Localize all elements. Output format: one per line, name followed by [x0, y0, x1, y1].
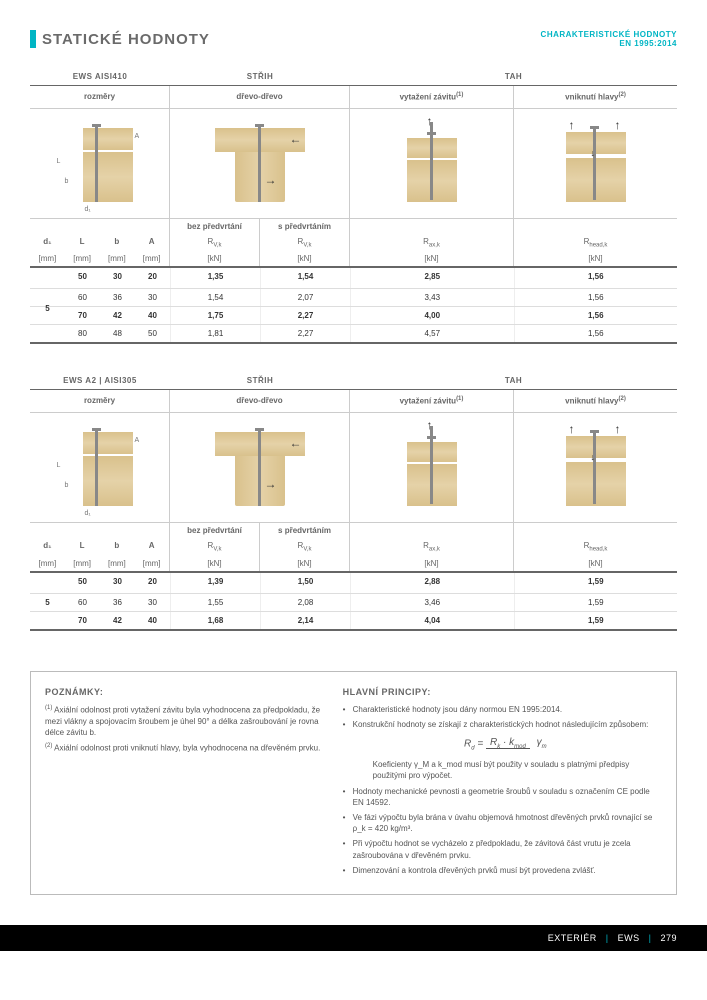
table-name: EWS A2 | AISI305 — [30, 372, 170, 389]
header-right: CHARAKTERISTICKÉ HODNOTY EN 1995:2014 — [541, 30, 677, 48]
principle-7: Dimenzování a kontrola dřevěných prvků m… — [343, 865, 662, 876]
page-footer: EXTERIÉR | EWS | 279 — [0, 925, 707, 951]
unit-row: [mm][mm][mm][mm][kN][kN][kN][kN] — [30, 556, 677, 573]
notes-left-heading: POZNÁMKY: — [45, 686, 323, 699]
diagram-shear: ←→ — [170, 109, 350, 218]
table-section: EWS AISI410STŘIHTAHrozměrydřevo-dřevovyt… — [30, 68, 677, 344]
diagram-shear: ←→ — [170, 413, 350, 522]
symbol-row: d₁LbARV,kRV,kRax,kRhead,k — [30, 538, 677, 556]
footer-sep-1: | — [606, 933, 609, 943]
diagram-pullout: ↑ — [350, 109, 514, 218]
principle-2: Konstrukční hodnoty se získají z charakt… — [343, 719, 662, 781]
cat-strih: STŘIH — [170, 372, 350, 389]
diagram-dims: Lbd₁A — [30, 109, 170, 218]
principles-list: Charakteristické hodnoty jsou dány normo… — [343, 704, 662, 876]
category-row: EWS A2 | AISI305STŘIHTAH — [30, 372, 677, 390]
table-name: EWS AISI410 — [30, 68, 170, 85]
data-row: 6036301,542,073,431,56 — [30, 289, 677, 307]
title-wrap: STATICKÉ HODNOTY — [30, 30, 210, 48]
cat-strih: STŘIH — [170, 68, 350, 85]
data-row: 6036301,552,083,461,59 — [30, 594, 677, 612]
cat-tah: TAH — [350, 68, 677, 85]
principle-1: Charakteristické hodnoty jsou dány normo… — [343, 704, 662, 715]
notes-left: POZNÁMKY: (1) Axiální odolnost proti vyt… — [45, 686, 323, 880]
diagram-row: Lbd₁A←→↑↑↑↓ — [30, 109, 677, 219]
subhead-row: bez předvrtánís předvrtáním — [30, 219, 677, 234]
footer-sep-2: | — [649, 933, 652, 943]
note-1: (1) Axiální odolnost proti vytažení závi… — [45, 704, 323, 738]
data-row: 55030201,391,502,881,59 — [30, 573, 677, 594]
data-row: 7042401,752,274,001,56 — [30, 307, 677, 325]
subhead-row: bez předvrtánís předvrtáním — [30, 523, 677, 538]
diagram-dims: Lbd₁A — [30, 413, 170, 522]
principle-5: Ve fázi výpočtu byla brána v úvahu objem… — [343, 812, 662, 834]
header-right-1: CHARAKTERISTICKÉ HODNOTY — [541, 30, 677, 39]
footer-page: 279 — [660, 933, 677, 943]
principle-4: Hodnoty mechanické pevnosti a geometrie … — [343, 786, 662, 808]
label-row: rozměrydřevo-dřevovytažení závitu(1)vnik… — [30, 86, 677, 109]
diagram-pullout: ↑ — [350, 413, 514, 522]
table-section: EWS A2 | AISI305STŘIHTAHrozměrydřevo-dře… — [30, 372, 677, 630]
data-row: 55030201,351,542,851,56 — [30, 268, 677, 289]
footer-b: EWS — [618, 933, 640, 943]
diagram-row: Lbd₁A←→↑↑↑↓ — [30, 413, 677, 523]
header-right-2: EN 1995:2014 — [541, 39, 677, 48]
data-row: 8048501,812,274,571,56 — [30, 325, 677, 344]
notes-right: HLAVNÍ PRINCIPY: Charakteristické hodnot… — [343, 686, 662, 880]
page: STATICKÉ HODNOTY CHARAKTERISTICKÉ HODNOT… — [0, 0, 707, 895]
page-header: STATICKÉ HODNOTY CHARAKTERISTICKÉ HODNOT… — [30, 30, 677, 48]
principle-6: Při výpočtu hodnot se vycházelo z předpo… — [343, 838, 662, 860]
page-title: STATICKÉ HODNOTY — [42, 31, 210, 48]
title-accent-bar — [30, 30, 36, 48]
diagram-head: ↑↑↓ — [514, 109, 677, 218]
symbol-row: d₁LbARV,kRV,kRax,kRhead,k — [30, 234, 677, 252]
data-row: 7042401,682,144,041,59 — [30, 612, 677, 631]
note-2: (2) Axiální odolnost proti vniknutí hlav… — [45, 742, 323, 754]
unit-row: [mm][mm][mm][mm][kN][kN][kN][kN] — [30, 251, 677, 268]
notes-box: POZNÁMKY: (1) Axiální odolnost proti vyt… — [30, 671, 677, 895]
cat-tah: TAH — [350, 372, 677, 389]
footer-a: EXTERIÉR — [548, 933, 597, 943]
tables-host: EWS AISI410STŘIHTAHrozměrydřevo-dřevovyt… — [30, 68, 677, 631]
label-row: rozměrydřevo-dřevovytažení závitu(1)vnik… — [30, 390, 677, 413]
formula: Rd = Rk · kmod γm — [353, 736, 662, 753]
diagram-head: ↑↑↓ — [514, 413, 677, 522]
category-row: EWS AISI410STŘIHTAH — [30, 68, 677, 86]
notes-right-heading: HLAVNÍ PRINCIPY: — [343, 686, 662, 699]
